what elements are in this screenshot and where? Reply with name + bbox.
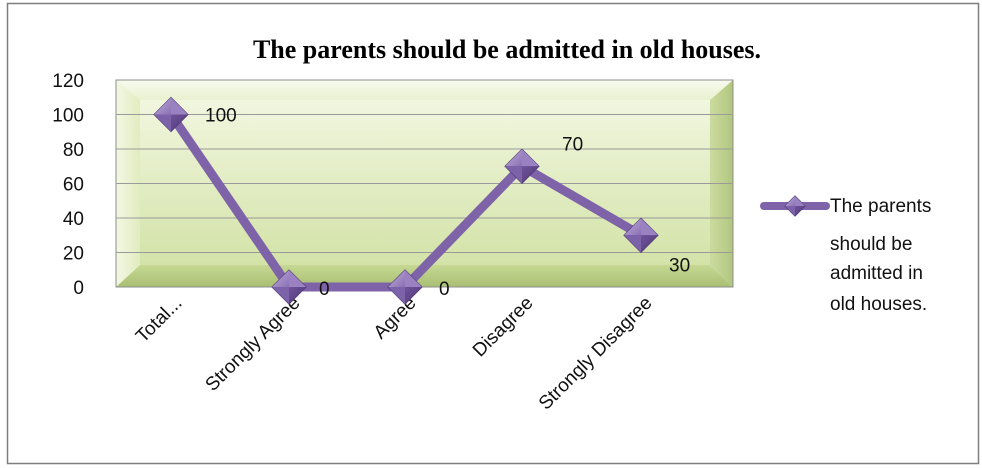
data-point-marker [387,269,423,305]
series-markers [153,96,659,305]
y-tick-label: 20 [63,244,84,265]
data-label: 100 [205,106,237,127]
data-point-marker [271,269,307,305]
plot-face [140,100,710,265]
legend-diamond-icon [784,195,806,217]
data-label: 70 [562,134,583,155]
legend-label-line: should be [830,234,912,255]
y-tick-label: 0 [73,278,84,299]
y-tick-label: 60 [63,175,84,196]
data-point-marker [623,217,659,253]
legend-label-line: The parents [830,196,931,217]
legend-label-line: admitted in [830,263,923,284]
data-point-marker [153,96,189,133]
data-point-marker [504,148,540,184]
legend-label-line: old houses. [830,294,927,315]
data-labels: 100 0 0 70 30 [205,106,690,301]
plot-bevel-bottom [116,265,733,287]
legend: The parents should be admitted in old house… [760,195,931,315]
plot-bevel-top [116,80,733,100]
y-axis-ticks: 0 20 40 60 80 100 120 [52,71,84,299]
data-label: 30 [669,255,690,276]
chart-title: The parents should be admitted in old ho… [253,35,761,64]
data-label: 0 [439,279,450,300]
y-tick-label: 80 [63,140,84,161]
y-tick-label: 120 [52,71,84,92]
y-tick-label: 100 [52,106,84,127]
legend-marker-icon [784,195,806,217]
y-tick-label: 40 [63,209,84,230]
legend-label: The parents should be admitted in old house… [830,196,931,315]
data-label: 0 [319,279,330,300]
plot-area [115,79,734,288]
